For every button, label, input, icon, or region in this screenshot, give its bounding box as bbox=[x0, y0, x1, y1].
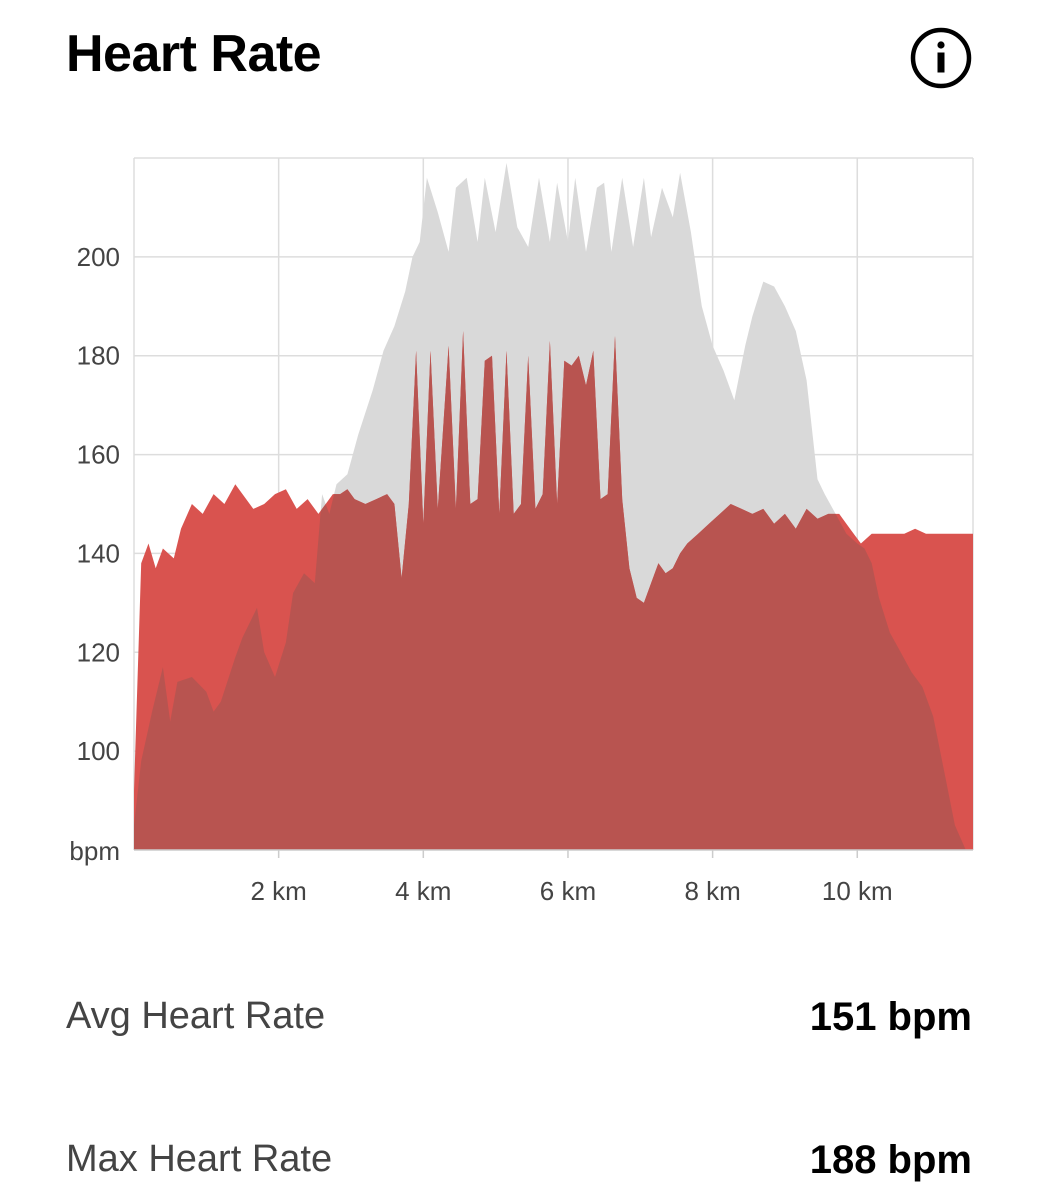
y-tick-label: 180 bbox=[77, 341, 120, 371]
chart-axes: 100 120 140 160 180 200 bpm 2 km 4 km 6 km 8 km 10 … bbox=[69, 242, 973, 906]
y-tick-label: 140 bbox=[77, 538, 120, 568]
page-title: Heart Rate bbox=[66, 25, 322, 83]
chart-series bbox=[134, 162, 973, 850]
info-button[interactable] bbox=[910, 27, 972, 89]
y-tick-label: 120 bbox=[77, 637, 120, 667]
x-tick-label: 4 km bbox=[395, 876, 451, 906]
x-tick-label: 6 km bbox=[540, 876, 596, 906]
max-heart-rate-value: 188 bpm bbox=[809, 1138, 972, 1182]
max-heart-rate-row: Max Heart Rate 188 bpm bbox=[66, 1138, 972, 1198]
max-heart-rate-label: Max Heart Rate bbox=[66, 1138, 333, 1180]
avg-heart-rate-row: Avg Heart Rate 151 bpm bbox=[66, 995, 972, 1055]
info-icon bbox=[910, 27, 972, 89]
heart-rate-chart: 100 120 140 160 180 200 bpm 2 km 4 km 6 km 8 km 10 … bbox=[69, 157, 974, 906]
x-tick-label: 10 km bbox=[822, 876, 893, 906]
y-axis-unit-label: bpm bbox=[69, 836, 120, 866]
y-tick-label: 200 bbox=[77, 242, 120, 272]
y-tick-label: 160 bbox=[77, 440, 120, 470]
x-tick-label: 8 km bbox=[684, 876, 740, 906]
x-tick-label: 2 km bbox=[250, 876, 306, 906]
y-tick-label: 100 bbox=[77, 736, 120, 766]
avg-heart-rate-value: 151 bpm bbox=[809, 995, 972, 1039]
avg-heart-rate-label: Avg Heart Rate bbox=[66, 995, 326, 1037]
